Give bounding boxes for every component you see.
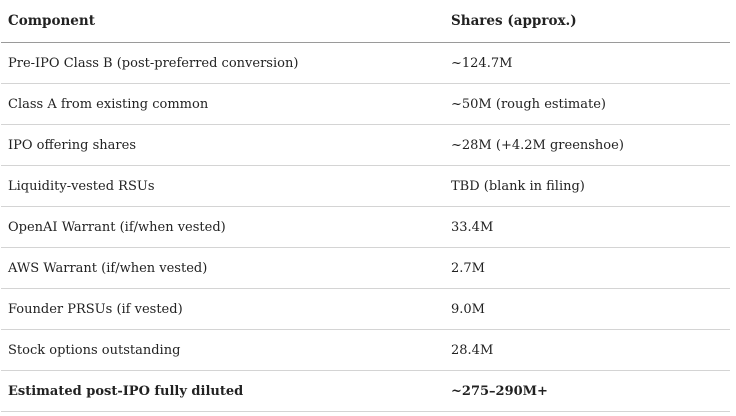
shares-cell: 28.4M [451, 342, 494, 358]
table-row: Liquidity-vested RSUs TBD (blank in fili… [1, 166, 730, 207]
shares-cell: ~50M (rough estimate) [451, 96, 607, 112]
component-cell: Founder PRSUs (if vested) [8, 301, 183, 317]
table-header-row: Component Shares (approx.) [1, 0, 730, 43]
table-total-row: Estimated post-IPO fully diluted ~275–29… [1, 371, 730, 412]
shares-cell: 33.4M [451, 219, 494, 235]
column-header-component: Component [8, 13, 95, 29]
component-cell: Liquidity-vested RSUs [8, 178, 155, 194]
component-cell: AWS Warrant (if/when vested) [8, 260, 208, 276]
shares-cell: 2.7M [451, 260, 485, 276]
table-row: Stock options outstanding 28.4M [1, 330, 730, 371]
shares-cell: 9.0M [451, 301, 485, 317]
component-cell: IPO offering shares [8, 137, 137, 153]
shares-cell: ~28M (+4.2M greenshoe) [451, 137, 624, 153]
table-row: IPO offering shares ~28M (+4.2M greensho… [1, 125, 730, 166]
component-cell: OpenAI Warrant (if/when vested) [8, 219, 226, 235]
table-row: OpenAI Warrant (if/when vested) 33.4M [1, 207, 730, 248]
column-header-shares: Shares (approx.) [451, 13, 577, 29]
component-cell: Stock options outstanding [8, 342, 181, 358]
table-row: Founder PRSUs (if vested) 9.0M [1, 289, 730, 330]
total-label-cell: Estimated post-IPO fully diluted [8, 383, 244, 399]
shares-cell: TBD (blank in filing) [451, 178, 585, 194]
component-cell: Pre-IPO Class B (post-preferred conversi… [8, 55, 299, 71]
component-cell: Class A from existing common [8, 96, 209, 112]
table-row: AWS Warrant (if/when vested) 2.7M [1, 248, 730, 289]
shares-cell: ~124.7M [451, 55, 513, 71]
table-row: Class A from existing common ~50M (rough… [1, 84, 730, 125]
total-shares-cell: ~275–290M+ [451, 383, 548, 399]
table-row: Pre-IPO Class B (post-preferred conversi… [1, 43, 730, 84]
